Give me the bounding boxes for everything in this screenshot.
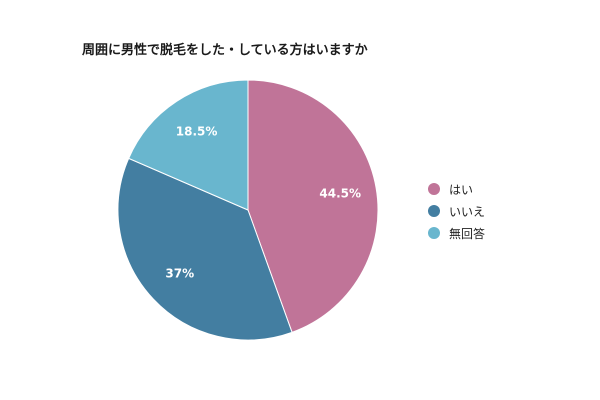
chart-title: 周囲に男性で脱毛をした・している方はいますか bbox=[82, 43, 368, 58]
legend-item-no-answer: 無回答 bbox=[428, 222, 485, 244]
legend-swatch-no-answer bbox=[428, 227, 440, 239]
legend-swatch-no bbox=[428, 205, 440, 217]
legend-label-no-answer: 無回答 bbox=[449, 226, 486, 241]
slice-yes bbox=[247, 79, 379, 333]
slice-label-yes: 44.5% bbox=[319, 186, 361, 200]
legend: はい いいえ 無回答 bbox=[428, 178, 485, 244]
legend-label-yes: はい bbox=[449, 182, 474, 197]
legend-swatch-yes bbox=[428, 183, 440, 195]
slice-no-answer bbox=[128, 79, 249, 211]
legend-item-no: いいえ bbox=[428, 200, 485, 222]
slice-no bbox=[117, 157, 293, 341]
slice-label-no-answer: 18.5% bbox=[176, 124, 218, 138]
legend-item-yes: はい bbox=[428, 178, 485, 200]
legend-label-no: いいえ bbox=[449, 204, 486, 219]
slice-label-no: 37% bbox=[165, 267, 194, 281]
